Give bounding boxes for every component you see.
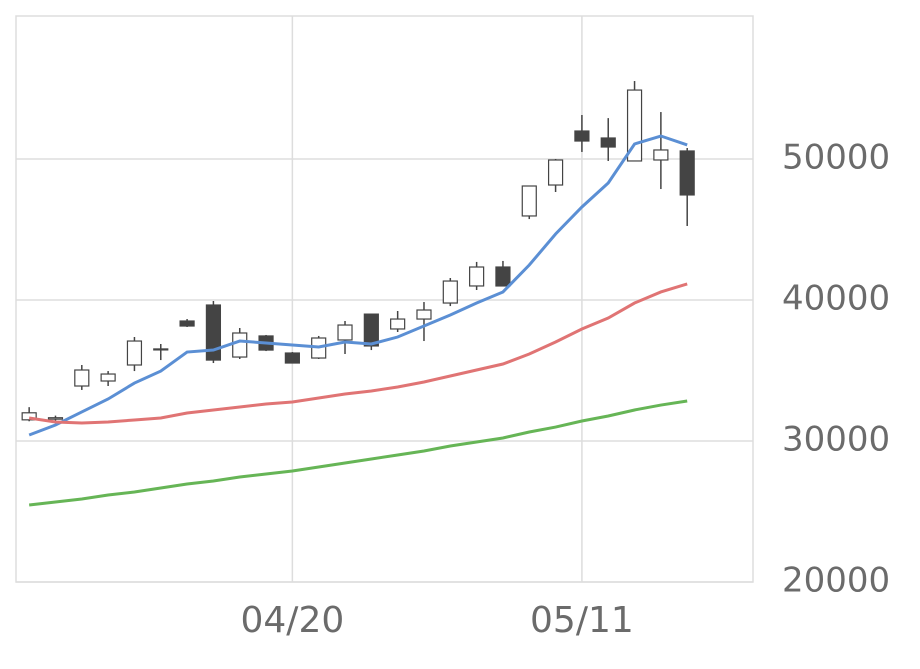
candle-body (100, 373, 116, 382)
x-tick-label: 04/20 (241, 600, 345, 641)
candle-body (416, 309, 432, 320)
candle-body (363, 313, 379, 347)
candle-body (574, 130, 590, 142)
candle-body (600, 137, 616, 148)
y-tick-label: 20000 (782, 561, 890, 601)
candle-body (469, 266, 485, 287)
candle-body (495, 266, 511, 287)
candle-body (47, 417, 64, 420)
x-tick-label: 05/11 (530, 600, 634, 641)
candle-body (74, 369, 90, 387)
candle-body (521, 185, 537, 217)
candle-body (232, 332, 248, 358)
candle-body (21, 412, 37, 421)
moving-average-line (28, 399, 688, 507)
candle-body (126, 340, 143, 366)
candle-body (153, 348, 169, 351)
y-tick-label: 50000 (782, 138, 890, 178)
candle-body (179, 320, 195, 327)
y-tick-label: 30000 (782, 420, 890, 460)
candle-body (337, 324, 353, 341)
y-tick-label: 40000 (782, 279, 890, 319)
candle-body (205, 304, 222, 361)
candle-body (653, 149, 669, 161)
candle-body (547, 159, 564, 186)
candle-body (442, 280, 458, 304)
moving-average-line (28, 282, 688, 425)
candle-body (390, 318, 406, 330)
candle-body (284, 352, 300, 364)
candle-body (679, 150, 695, 196)
moving-average-line (28, 134, 688, 437)
